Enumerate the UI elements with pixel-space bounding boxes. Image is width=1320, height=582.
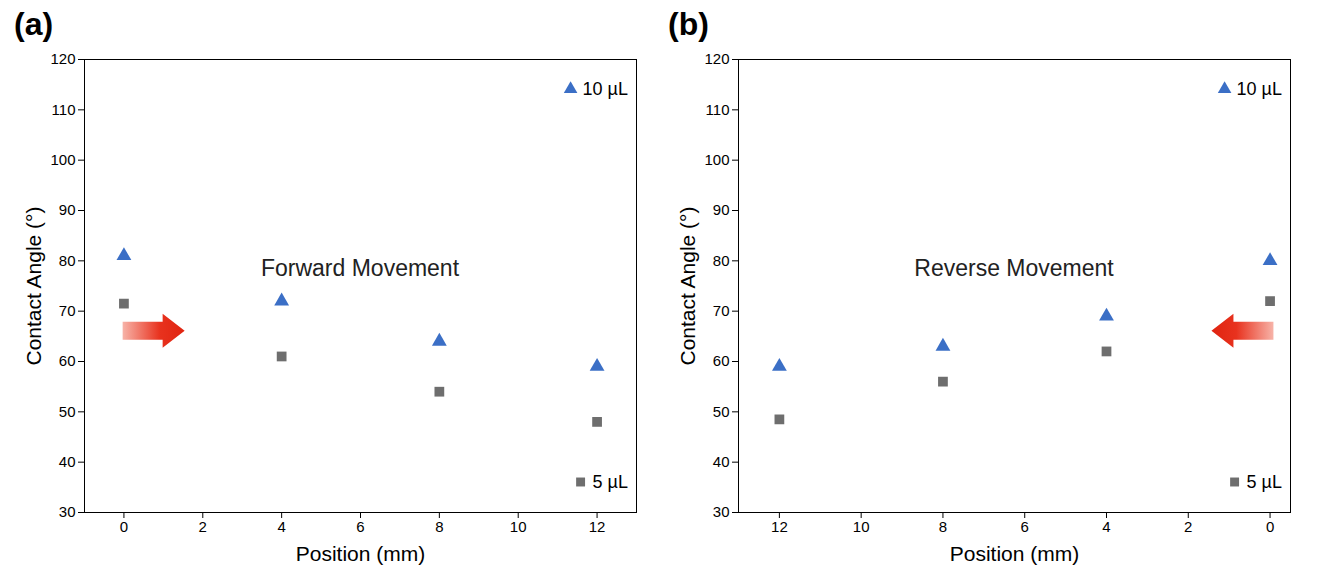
- svg-text:Position (mm): Position (mm): [950, 542, 1080, 565]
- svg-text:40: 40: [713, 453, 730, 470]
- svg-text:10 µL: 10 µL: [583, 79, 628, 99]
- svg-text:50: 50: [59, 403, 76, 420]
- html-text:(a): (a): [14, 6, 54, 42]
- svg-text:120: 120: [50, 50, 75, 67]
- svg-text:Reverse Movement: Reverse Movement: [914, 255, 1114, 281]
- svg-text:5 µL: 5 µL: [1247, 472, 1282, 492]
- svg-text:4: 4: [1102, 518, 1110, 535]
- svg-text:90: 90: [713, 201, 730, 218]
- svg-text:Position (mm): Position (mm): [296, 542, 426, 565]
- svg-text:2: 2: [199, 518, 207, 535]
- svg-text:8: 8: [435, 518, 443, 535]
- svg-text:10: 10: [853, 518, 870, 535]
- svg-text:30: 30: [713, 503, 730, 520]
- svg-text:30: 30: [59, 503, 76, 520]
- svg-text:80: 80: [713, 252, 730, 269]
- svg-text:10 µL: 10 µL: [1237, 79, 1282, 99]
- svg-text:12: 12: [589, 518, 606, 535]
- svg-text:120: 120: [704, 50, 729, 67]
- svg-text:6: 6: [356, 518, 364, 535]
- svg-text:0: 0: [120, 518, 128, 535]
- svg-text:12: 12: [771, 518, 788, 535]
- svg-text:60: 60: [713, 352, 730, 369]
- svg-text:2: 2: [1184, 518, 1192, 535]
- svg-text:Contact Angle (°): Contact Angle (°): [22, 207, 45, 366]
- svg-text:Forward Movement: Forward Movement: [261, 255, 460, 281]
- svg-text:6: 6: [1021, 518, 1029, 535]
- svg-text:Contact Angle (°): Contact Angle (°): [676, 207, 699, 366]
- svg-text:90: 90: [59, 201, 76, 218]
- svg-text:100: 100: [50, 151, 75, 168]
- svg-text:60: 60: [59, 352, 76, 369]
- svg-text:100: 100: [704, 151, 729, 168]
- svg-text:10: 10: [510, 518, 527, 535]
- svg-text:40: 40: [59, 453, 76, 470]
- svg-text:8: 8: [939, 518, 947, 535]
- svg-text:70: 70: [713, 302, 730, 319]
- svg-text:50: 50: [713, 403, 730, 420]
- html-text:(b): (b): [668, 6, 709, 42]
- svg-text:80: 80: [59, 252, 76, 269]
- svg-text:0: 0: [1266, 518, 1274, 535]
- svg-text:5 µL: 5 µL: [593, 472, 628, 492]
- svg-text:110: 110: [52, 101, 76, 118]
- svg-text:110: 110: [706, 101, 730, 118]
- svg-text:70: 70: [59, 302, 76, 319]
- svg-text:4: 4: [277, 518, 285, 535]
